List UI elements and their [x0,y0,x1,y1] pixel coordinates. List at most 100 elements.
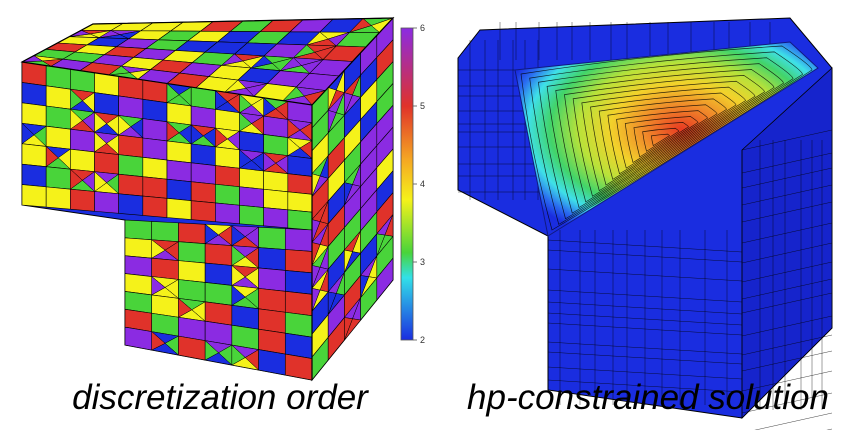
cube-front-cell [151,331,166,351]
cube-front-cell [190,181,216,204]
mesh-line [741,334,833,356]
cube-front-cell [142,98,168,123]
contour-line [564,75,765,203]
cube-front-cell [284,249,313,274]
cube-front-cell [284,228,313,252]
mesh-line [547,268,743,282]
contour-line [650,133,670,147]
cube-front-cell [70,128,95,153]
mesh-line [547,341,743,355]
cube-front-cell [45,105,71,130]
cube-right-cell [344,249,353,273]
cube-front-cell [45,145,59,168]
cube-front-cell [70,148,95,173]
mesh-line [741,184,833,206]
contour-line [520,45,813,231]
cube-front-cell [215,109,240,132]
cube-top-cell [224,79,247,93]
cube-front-cell [21,143,47,167]
cube-front-cell [215,202,240,225]
cube-right-cell [327,109,337,134]
cube-front-cell [284,270,313,295]
cube-top-cell [250,55,273,69]
cube-front-cell [239,149,252,169]
cube-front-cell [263,134,289,156]
cube-front-cell [263,115,289,138]
cube-front-cell [21,102,47,127]
mesh-line [741,370,833,392]
cube-front-cell [166,198,192,220]
cube-front-cell [151,276,166,296]
cube-front-cell [94,92,119,116]
cube-right-cell [327,291,337,315]
cube-front-cell [178,279,206,303]
cube-front-cell [118,193,144,216]
solution-solid [457,17,833,430]
colorbar-tick-label: 6 [420,23,425,33]
cube-top-cell [98,30,121,38]
cube-front-cell [21,184,47,208]
colorbar: 6 5 4 3 2 [400,23,425,345]
cube-front-cell [239,93,252,114]
cube-front-cell [231,245,246,266]
cube-front-cell [70,108,83,130]
contour-line [529,51,803,225]
cube-front-cell [190,200,216,222]
cube-top-cell [306,31,329,46]
cube-front-cell [287,209,313,231]
cube-front-cell [178,335,206,361]
cube-cells [21,17,394,381]
cube-right-cell [344,92,353,116]
contour-line [616,110,708,169]
contour-line [537,57,794,220]
mesh-line [547,239,743,253]
cube-front-cell [45,166,71,190]
cube-front-cell [239,167,264,190]
cube-front-cell [190,162,216,185]
cube-front-cell [231,225,246,247]
mesh-line [547,301,743,315]
cube-front-cell [204,262,233,286]
cube-front-cell [231,284,246,306]
cube-front-cell [215,183,240,206]
colorbar-tick-label: 2 [420,335,425,345]
cube-top-cell [279,57,303,72]
cube-right-cell [344,317,353,341]
cube-front-cell [287,173,313,195]
colorbar-gradient [400,27,414,341]
cube-front-cell [166,140,192,164]
colorbar-tick-label: 4 [420,179,425,189]
cube-front-cell [166,178,192,201]
cube-front-cell [215,90,228,110]
cube-top-cell [292,44,316,59]
solution-mesh [458,22,833,430]
cube-right-cell [376,233,386,256]
contour-line [555,69,775,209]
cube-front-cell [118,134,144,158]
cube-front-cell [124,237,153,259]
mesh-line [547,351,743,365]
cube-front-cell [178,260,206,283]
cube-front-cell [151,257,179,280]
cube-front-cell [239,130,264,154]
cube-front-cell [166,82,180,104]
cube-front-cell [263,97,277,117]
mesh-line [547,322,743,336]
cube-front-cell [178,241,206,264]
cube-front-cell [166,121,180,142]
caption-discretization-order: discretization order [72,378,368,417]
mesh-line [741,242,833,264]
cube-front-cell [215,127,228,148]
caption-hp-constrained-solution: hp-constrained solution [467,378,829,417]
mesh-line [741,201,833,223]
cube-front-cell [94,131,107,153]
cube-front-cell [21,163,47,188]
mesh-line [741,292,833,314]
cube-front-cell [258,267,286,292]
contour-line [581,86,746,192]
cube-front-cell [178,222,206,244]
cube-front-cell [151,221,179,243]
cube-front-cell [190,143,216,166]
cube-front-cell [166,102,192,126]
